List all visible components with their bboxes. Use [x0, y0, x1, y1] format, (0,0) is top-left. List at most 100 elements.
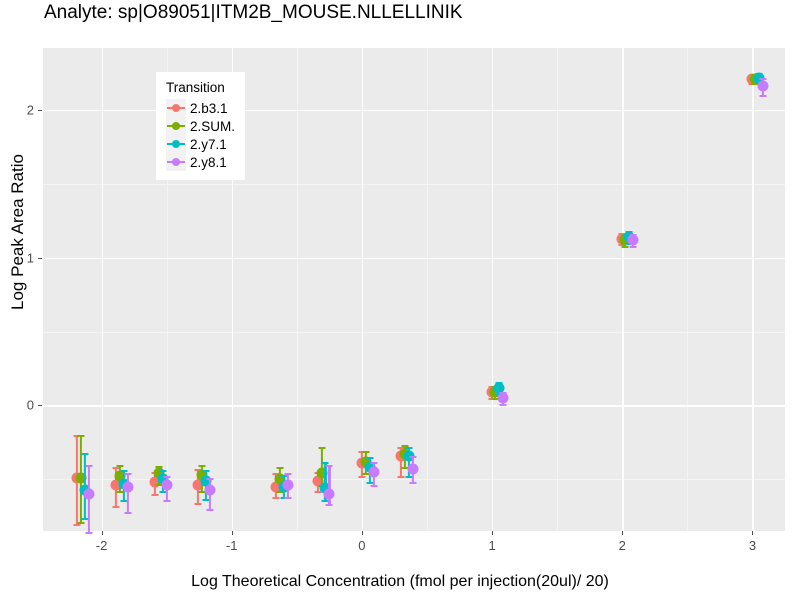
- x-tick-mark: [752, 531, 754, 535]
- data-point: [407, 463, 419, 475]
- error-bar-cap: [366, 457, 374, 460]
- error-bar: [328, 464, 331, 505]
- error-bar-cap: [77, 522, 85, 525]
- error-bar-cap: [405, 446, 413, 449]
- error-bar-cap: [124, 511, 132, 514]
- legend-key-icon: [166, 153, 186, 171]
- legend: Transition 2.b3.1 2.SUM. 2.y7.1 2.y8.1: [156, 72, 246, 180]
- legend-item: 2.y7.1: [166, 135, 235, 153]
- gridline-vertical: [752, 48, 754, 531]
- data-point: [157, 473, 169, 485]
- x-tick-label: 2: [618, 538, 626, 553]
- error-bar-cap: [163, 499, 171, 502]
- gridline-horizontal-minor: [43, 183, 785, 185]
- data-point: [274, 473, 286, 485]
- data-point: [83, 488, 95, 500]
- error-bar-cap: [206, 508, 214, 511]
- error-bar-cap: [73, 523, 81, 526]
- error-bar-cap: [73, 434, 81, 437]
- data-point: [360, 456, 372, 468]
- data-point: [757, 80, 769, 92]
- data-point: [312, 475, 324, 487]
- data-point: [192, 479, 204, 491]
- error-bar-cap: [325, 504, 333, 507]
- data-point: [323, 488, 335, 500]
- data-point: [403, 450, 415, 462]
- data-point: [204, 484, 216, 496]
- x-tick-mark: [622, 531, 624, 535]
- x-tick-label: -2: [95, 538, 108, 553]
- legend-key-icon: [166, 117, 186, 135]
- data-point: [627, 234, 639, 246]
- error-bar-cap: [120, 499, 128, 502]
- error-bar-cap: [276, 491, 284, 494]
- error-bar-cap: [85, 532, 93, 535]
- x-tick-mark: [361, 531, 363, 535]
- error-bar-cap: [370, 485, 378, 488]
- data-point: [122, 481, 134, 493]
- gridline-horizontal-minor: [43, 479, 785, 481]
- legend-item: 2.SUM.: [166, 117, 235, 135]
- gridline-vertical-minor: [166, 48, 168, 531]
- data-point: [493, 382, 505, 394]
- error-bar-cap: [120, 470, 128, 473]
- data-point: [368, 466, 380, 478]
- data-point: [497, 392, 509, 404]
- gridline-horizontal: [43, 110, 785, 112]
- y-tick-mark: [38, 405, 42, 407]
- y-tick-mark: [38, 110, 42, 112]
- error-bar-cap: [401, 445, 409, 448]
- data-point: [319, 482, 331, 494]
- error-bar-cap: [112, 505, 120, 508]
- legend-title: Transition: [166, 80, 225, 95]
- error-bar-cap: [318, 446, 326, 449]
- data-point: [282, 479, 294, 491]
- error-bar-cap: [401, 467, 409, 470]
- legend-item-label: 2.SUM.: [190, 118, 236, 134]
- error-bar-cap: [321, 461, 329, 464]
- error-bar-cap: [405, 476, 413, 479]
- error-bar-cap: [618, 244, 626, 247]
- data-point: [316, 467, 328, 479]
- y-tick-label: 2: [26, 102, 34, 118]
- error-bar-cap: [621, 245, 629, 248]
- data-point: [196, 469, 208, 481]
- error-bar-cap: [81, 517, 89, 520]
- legend-item: 2.b3.1: [166, 99, 235, 117]
- error-bar-cap: [358, 476, 366, 479]
- error-bar-cap: [116, 464, 124, 467]
- error-bar-cap: [629, 245, 637, 248]
- gridline-horizontal-minor: [43, 331, 785, 333]
- x-tick-label: -1: [225, 538, 238, 553]
- data-point: [200, 475, 212, 487]
- x-tick-label: 3: [748, 538, 757, 553]
- error-bar-cap: [116, 491, 124, 494]
- gridline-vertical-minor: [427, 48, 429, 531]
- error-bar-cap: [759, 77, 767, 80]
- error-bar-cap: [397, 476, 405, 479]
- page-title: Analyte: sp|O89051|ITM2B_MOUSE.NLLELLINI…: [44, 2, 463, 23]
- error-bar-cap: [759, 95, 767, 98]
- legend-item-label: 2.y8.1: [190, 154, 227, 170]
- error-bar-cap: [362, 473, 370, 476]
- error-bar-cap: [159, 470, 167, 473]
- error-bar-cap: [194, 502, 202, 505]
- error-bar: [126, 473, 129, 512]
- x-tick-mark: [492, 531, 494, 535]
- error-bar-cap: [284, 497, 292, 500]
- data-point: [114, 470, 126, 482]
- legend-item-label: 2.y7.1: [190, 136, 227, 152]
- y-tick-mark: [38, 257, 42, 259]
- legend-item: 2.y8.1: [166, 153, 235, 171]
- error-bar-cap: [151, 494, 159, 497]
- data-point: [75, 472, 87, 484]
- legend-key-icon: [166, 135, 186, 153]
- y-axis-label: Log Peak Area Ratio: [8, 154, 27, 310]
- gridline-vertical: [492, 48, 494, 531]
- error-bar: [324, 461, 327, 500]
- error-bar: [320, 446, 323, 486]
- error-bar-cap: [491, 398, 499, 401]
- error-bar-cap: [366, 482, 374, 485]
- error-bar-cap: [85, 464, 93, 467]
- data-point: [153, 467, 165, 479]
